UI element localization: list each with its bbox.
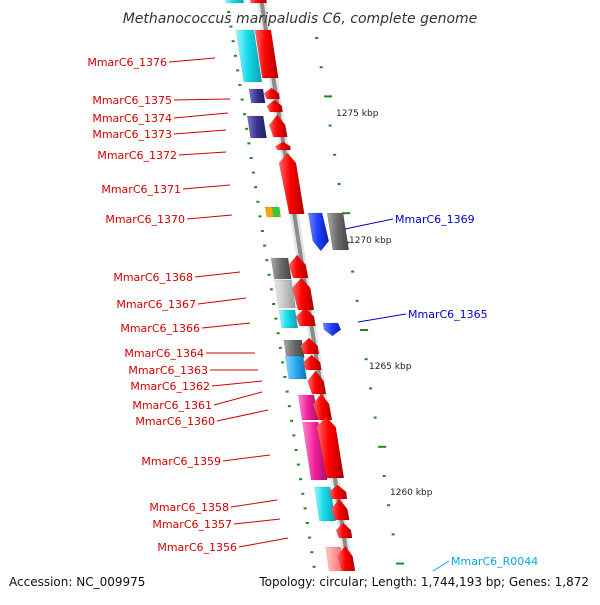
gene-feature-block[interactable] — [274, 279, 296, 309]
gene-feature-block[interactable] — [274, 141, 291, 151]
gene-feature-block[interactable] — [235, 29, 263, 83]
gene-label[interactable]: MmarC6_1365 — [408, 308, 488, 321]
gene-labels: MmarC6_1376 MmarC6_1375 MmarC6_1374 MmarC6_… — [87, 56, 538, 589]
gene-feature-block[interactable] — [250, 0, 268, 4]
gene-feature-block[interactable] — [335, 522, 353, 539]
gene-feature-block[interactable] — [300, 337, 320, 355]
leader-line — [173, 112, 229, 119]
gene-feature-block[interactable] — [254, 29, 279, 79]
leader-line — [194, 271, 241, 278]
leader-line — [233, 518, 281, 525]
gene-feature-block[interactable] — [295, 307, 316, 327]
leader-line — [344, 218, 394, 230]
gene-label[interactable]: MmarC6_1357 — [152, 518, 232, 531]
genome-summary-text: Topology: circular; Length: 1,744,193 bp… — [258, 575, 589, 589]
leader-line — [201, 322, 251, 329]
leader-line — [216, 409, 269, 422]
leader-line — [213, 391, 263, 406]
gene-feature-block[interactable] — [292, 277, 315, 311]
leader-line — [197, 297, 247, 305]
leader-line — [173, 129, 227, 135]
leader-line — [168, 57, 216, 63]
gene-feature-block[interactable] — [284, 355, 307, 380]
gene-feature-block[interactable] — [288, 254, 309, 279]
gene-label[interactable]: MmarC6_1371 — [101, 183, 181, 196]
gene-label[interactable]: MmarC6_1362 — [130, 380, 210, 393]
label-leader-lines — [168, 57, 450, 583]
gene-label[interactable]: MmarC6_1375 — [92, 94, 172, 107]
gene-feature-block[interactable] — [268, 114, 288, 138]
gene-feature-block[interactable] — [283, 339, 305, 359]
accession-text: Accession: NC_009975 — [9, 575, 145, 589]
gene-feature-block[interactable] — [278, 152, 305, 215]
gene-label[interactable]: MmarC6_1374 — [92, 112, 172, 125]
leader-line — [173, 98, 231, 101]
gene-label[interactable]: MmarC6_1368 — [113, 271, 193, 284]
gene-feature-block[interactable] — [328, 484, 348, 500]
gene-feature-block[interactable] — [302, 421, 328, 481]
gene-feature-block[interactable] — [270, 257, 292, 280]
gene-label[interactable]: MmarC6_1356 — [157, 541, 237, 554]
gene-feature-block[interactable] — [322, 322, 342, 337]
gene-feature-block[interactable] — [271, 206, 281, 218]
gene-label[interactable]: MmarC6_1369 — [395, 213, 475, 226]
gene-label[interactable]: MmarC6_1359 — [141, 455, 221, 468]
gene-label[interactable]: MmarC6_1364 — [124, 347, 204, 360]
gene-feature-block[interactable] — [316, 416, 345, 479]
leader-line — [357, 313, 407, 323]
gene-feature-block[interactable] — [314, 486, 336, 522]
gene-feature-block[interactable] — [302, 354, 322, 371]
scale-label: 1270 kbp — [349, 236, 392, 246]
leader-line — [222, 454, 271, 462]
leader-line — [211, 380, 263, 387]
gene-label[interactable]: MmarC6_1360 — [135, 415, 215, 428]
gene-feature-block[interactable] — [326, 212, 350, 251]
leader-line — [178, 151, 227, 156]
gene-feature-block[interactable] — [307, 212, 330, 252]
gene-label[interactable]: MmarC6_1358 — [149, 501, 229, 514]
gene-label[interactable]: MmarC6_1367 — [116, 298, 196, 311]
gene-feature-block[interactable] — [278, 309, 299, 329]
gene-label[interactable]: MmarC6_1361 — [132, 399, 212, 412]
scale-label: 1260 kbp — [390, 488, 433, 498]
gene-label[interactable]: MmarC6_1370 — [105, 213, 185, 226]
leader-line — [238, 537, 289, 548]
scale-labels: 1275 kbp 1270 kbp 1265 kbp 1260 kbp — [336, 109, 433, 498]
map-title: Methanococcus maripaludis C6, complete g… — [123, 11, 478, 27]
gene-feature-block[interactable] — [246, 115, 267, 139]
gene-label[interactable]: MmarC6_1376 — [87, 56, 167, 69]
gene-label[interactable]: MmarC6_1366 — [120, 322, 200, 335]
gene-features — [225, 0, 356, 585]
gene-feature-block[interactable] — [263, 87, 280, 100]
leader-line — [186, 214, 233, 220]
gene-feature-block[interactable] — [248, 88, 266, 104]
leader-line — [230, 499, 278, 508]
scale-label: 1275 kbp — [336, 109, 379, 119]
gene-feature-block[interactable] — [266, 99, 283, 113]
leader-line — [182, 184, 231, 190]
gene-label[interactable]: MmarC6_1372 — [97, 149, 177, 162]
scale-label: 1265 kbp — [369, 362, 412, 372]
gene-feature-block[interactable] — [225, 0, 245, 4]
gene-feature-block[interactable] — [307, 370, 327, 395]
gene-feature-block[interactable] — [331, 498, 350, 521]
gene-label[interactable]: MmarC6_1363 — [128, 364, 208, 377]
gene-label[interactable]: MmarC6_1373 — [92, 128, 172, 141]
gene-label[interactable]: MmarC6_R0044 — [451, 555, 538, 568]
